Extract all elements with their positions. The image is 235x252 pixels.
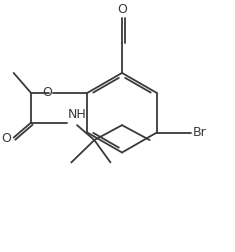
Text: O: O [117,3,127,16]
Text: O: O [42,86,52,99]
Text: O: O [1,132,11,145]
Text: Br: Br [193,126,207,139]
Text: NH: NH [68,108,86,121]
